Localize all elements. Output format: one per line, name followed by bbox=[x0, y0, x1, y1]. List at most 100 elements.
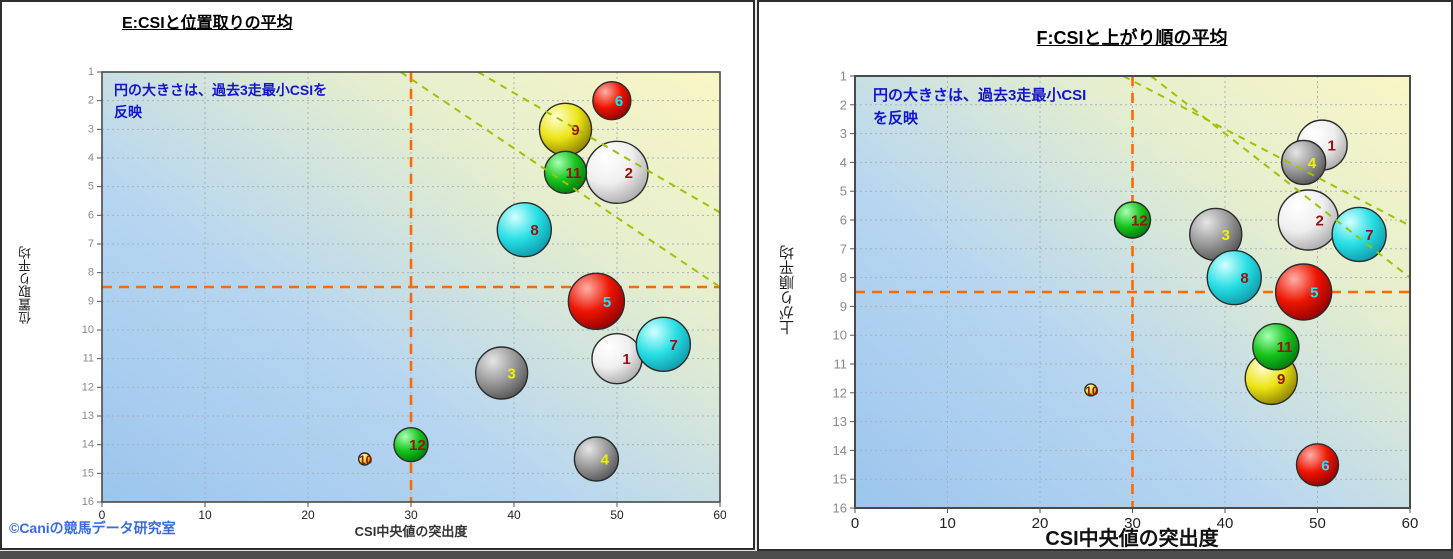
credit-text: ©Caniの競馬データ研究室 bbox=[9, 520, 176, 536]
bubble-12: 12 bbox=[1113, 201, 1152, 239]
tick-marks bbox=[97, 71, 721, 507]
svg-text:7: 7 bbox=[88, 238, 94, 250]
bubble-label: 8 bbox=[1240, 270, 1248, 287]
bubble-7: 7 bbox=[635, 316, 692, 373]
svg-text:20: 20 bbox=[1032, 515, 1049, 531]
svg-text:16: 16 bbox=[82, 496, 94, 508]
svg-text:9: 9 bbox=[88, 295, 94, 307]
bubble-label: 4 bbox=[601, 452, 610, 469]
bubble-label: 12 bbox=[1131, 213, 1148, 230]
bubble-label: 11 bbox=[566, 165, 582, 182]
bubble-label: 6 bbox=[1321, 457, 1329, 474]
bubble-label: 11 bbox=[1277, 339, 1293, 356]
svg-text:4: 4 bbox=[840, 155, 847, 170]
svg-text:3: 3 bbox=[840, 126, 847, 141]
svg-text:14: 14 bbox=[833, 443, 847, 458]
bubble-7: 7 bbox=[1331, 206, 1387, 263]
x-tick-labels: 0 10 20 30 40 50 60 bbox=[99, 508, 726, 522]
bubble-3: 3 bbox=[474, 346, 529, 400]
svg-text:40: 40 bbox=[1217, 515, 1234, 531]
svg-text:12: 12 bbox=[82, 381, 94, 393]
svg-text:10: 10 bbox=[198, 508, 212, 522]
bubble-10: 10 bbox=[1084, 383, 1099, 398]
svg-text:10: 10 bbox=[939, 515, 956, 531]
svg-text:0: 0 bbox=[99, 508, 106, 522]
svg-text:5: 5 bbox=[840, 184, 847, 199]
bubble-label: 3 bbox=[1221, 227, 1229, 244]
bubble-6: 6 bbox=[592, 80, 632, 121]
svg-text:0: 0 bbox=[851, 515, 859, 531]
bubble-5: 5 bbox=[567, 272, 626, 331]
bubble-label: 1 bbox=[1327, 138, 1335, 155]
bubble-label: 7 bbox=[1365, 227, 1373, 244]
bubble-label: 8 bbox=[530, 222, 538, 239]
svg-text:6: 6 bbox=[840, 213, 847, 228]
svg-text:5: 5 bbox=[88, 181, 94, 193]
svg-text:15: 15 bbox=[82, 467, 94, 479]
bubble-11: 11 bbox=[543, 150, 588, 195]
svg-text:1: 1 bbox=[88, 66, 94, 78]
chart-f-annotation-line2: を反映 bbox=[873, 110, 919, 128]
svg-text:2: 2 bbox=[88, 95, 94, 107]
svg-text:3: 3 bbox=[88, 123, 94, 135]
svg-text:20: 20 bbox=[301, 508, 315, 522]
svg-text:8: 8 bbox=[840, 270, 847, 285]
svg-text:11: 11 bbox=[834, 357, 848, 372]
svg-text:11: 11 bbox=[83, 353, 94, 365]
bubble-label: 9 bbox=[1277, 371, 1285, 388]
bubble-10: 10 bbox=[357, 452, 373, 467]
svg-text:30: 30 bbox=[1124, 515, 1141, 531]
chart-e-annotation: 円の大きさは、過去3走最小CSIを 反映 bbox=[114, 80, 327, 123]
svg-text:60: 60 bbox=[713, 508, 726, 522]
bubble-8: 8 bbox=[496, 201, 552, 258]
svg-text:16: 16 bbox=[833, 501, 847, 516]
chart-e-annotation-line2: 反映 bbox=[114, 103, 142, 120]
chart-f-annotation: 円の大きさは、過去3走最小CSI を反映 bbox=[873, 84, 1086, 131]
bubble-label: 2 bbox=[625, 165, 633, 182]
svg-text:10: 10 bbox=[82, 324, 94, 336]
svg-text:9: 9 bbox=[840, 299, 847, 314]
svg-text:7: 7 bbox=[840, 241, 847, 256]
svg-text:12: 12 bbox=[833, 385, 847, 400]
chart-e-annotation-line1: 円の大きさは、過去3走最小CSIを bbox=[114, 82, 328, 98]
svg-text:15: 15 bbox=[833, 472, 847, 487]
bubble-2: 2 bbox=[585, 140, 649, 205]
bubble-8: 8 bbox=[1206, 249, 1262, 306]
bubbles: 1 3 4 5 6 8 9 10 12 2 7 11 bbox=[357, 80, 692, 482]
chart-f-y-axis-label: 上がり順平均 bbox=[779, 245, 796, 335]
svg-text:14: 14 bbox=[82, 439, 94, 451]
bubble-6: 6 bbox=[1295, 443, 1340, 487]
svg-text:6: 6 bbox=[88, 209, 94, 221]
svg-text:8: 8 bbox=[88, 267, 94, 279]
bubble-label: 2 bbox=[1315, 213, 1323, 230]
bubble-12: 12 bbox=[393, 426, 429, 463]
bubble-4: 4 bbox=[1280, 139, 1327, 186]
svg-text:4: 4 bbox=[88, 152, 94, 164]
bubble-label: 5 bbox=[1310, 285, 1318, 302]
svg-text:13: 13 bbox=[833, 414, 847, 429]
svg-text:50: 50 bbox=[1309, 515, 1326, 531]
chart-e-y-axis-label: 位置取り平均 bbox=[18, 246, 33, 324]
bubble-label: 9 bbox=[571, 122, 579, 139]
svg-text:50: 50 bbox=[610, 508, 624, 522]
svg-text:30: 30 bbox=[404, 508, 418, 522]
chart-e-title: E:CSIと位置取りの平均 bbox=[122, 15, 293, 32]
x-tick-labels: 0 10 20 30 40 50 60 bbox=[851, 515, 1419, 531]
bubble-label: 5 bbox=[603, 294, 611, 311]
bubble-4: 4 bbox=[573, 436, 620, 482]
chart-f-title: F:CSIと上がり順の平均 bbox=[1036, 28, 1228, 48]
diagonal-guides bbox=[1122, 75, 1411, 279]
bubble-label: 12 bbox=[409, 437, 426, 454]
svg-text:2: 2 bbox=[840, 97, 847, 112]
svg-text:60: 60 bbox=[1402, 515, 1419, 531]
chart-e-x-axis-label: CSI中央値の突出度 bbox=[354, 524, 468, 539]
bubble-label: 6 bbox=[615, 93, 623, 110]
bubble-label: 10 bbox=[1085, 384, 1099, 398]
bubble-label: 4 bbox=[1308, 155, 1317, 172]
bubble-label: 7 bbox=[669, 337, 677, 354]
